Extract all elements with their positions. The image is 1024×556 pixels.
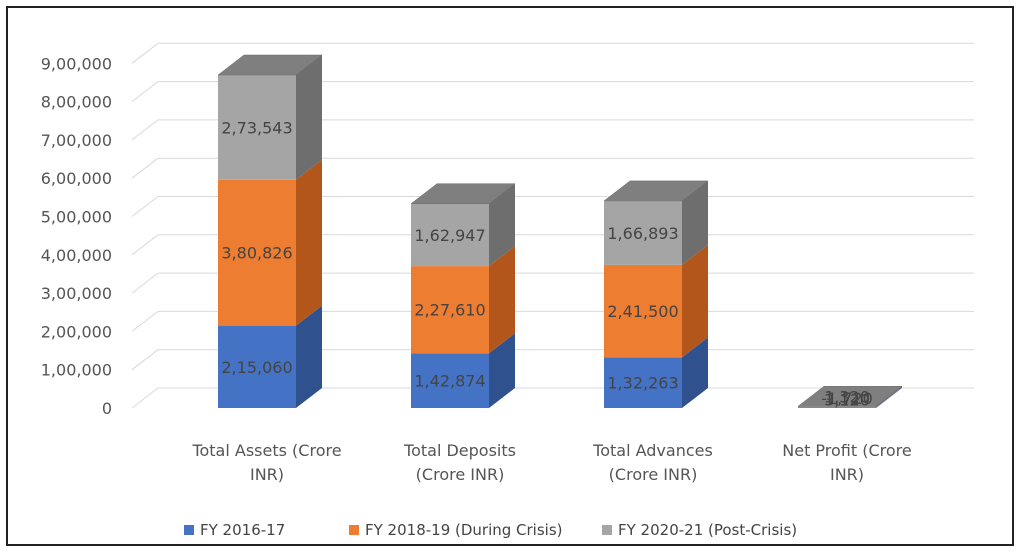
bar-side [296, 305, 322, 408]
bar-side [489, 183, 515, 267]
bar-side [489, 246, 515, 354]
y-tick-label: 1,00,000 [41, 361, 112, 380]
bar-segment [411, 353, 489, 408]
legend-label: FY 2020-21 (Post-Crisis) [618, 521, 797, 539]
gridline-depth [131, 119, 159, 141]
data-label: 1,62,947 [414, 226, 485, 245]
gridline-depth [131, 349, 159, 371]
category-label: (Crore INR) [416, 465, 505, 484]
y-tick-label: 9,00,000 [41, 54, 112, 73]
y-tick-label: 2,00,000 [41, 322, 112, 341]
bars [217, 54, 903, 408]
chart-frame: 0 1,00,000 2,00,000 3,00,000 4,00,000 5,00,00… [6, 6, 1014, 546]
data-label: 2,27,610 [414, 301, 485, 320]
legend-label: FY 2016-17 [200, 521, 285, 539]
data-label: 1,32,263 [607, 374, 678, 393]
bar-top [603, 180, 709, 202]
bar-top [217, 54, 323, 76]
bar-top [797, 386, 903, 407]
y-tick-label: 7,00,000 [41, 131, 112, 150]
bar-side [296, 55, 322, 180]
bar-side [682, 337, 708, 408]
bar-side [296, 159, 322, 326]
data-label: 2,15,060 [221, 358, 292, 377]
data-labels: 2,15,060 3,80,826 2,73,543 1,42,874 2,27,610… [221, 118, 872, 409]
bar-segment [798, 407, 876, 408]
category-label: Total Assets (Crore [191, 441, 341, 460]
gridline-depth [131, 196, 159, 217]
bar-segment [604, 357, 682, 408]
gridline-depth [131, 272, 159, 294]
y-tick-label: 5,00,000 [41, 208, 112, 227]
category-label: Net Profit (Crore [782, 441, 912, 460]
legend-label: FY 2018-19 (During Crisis) [365, 521, 563, 539]
legend-swatch [602, 525, 612, 535]
data-label: -1,720 [821, 389, 873, 408]
bar-side [682, 244, 708, 358]
bar-segment [218, 75, 296, 180]
y-tick-label: 4,00,000 [41, 246, 112, 265]
category-label: Total Advances [592, 441, 713, 460]
gridline-depth [131, 81, 159, 102]
legend: FY 2016-17 FY 2018-19 (During Crisis) FY 2… [184, 521, 797, 539]
category-label: Total Deposits [403, 441, 516, 460]
x-axis-categories: Total Assets (Crore INR) Total Deposits (Cr… [191, 441, 911, 484]
gridline-depth [131, 234, 159, 256]
data-label: 1,42,874 [414, 372, 485, 391]
data-label: 3,120 [824, 390, 870, 409]
y-tick-label: 3,00,000 [41, 284, 112, 303]
bar-side [489, 333, 515, 408]
bar-segment [218, 325, 296, 408]
data-label: 1,66,893 [607, 224, 678, 243]
data-label: 3,80,826 [221, 244, 292, 263]
bar-side [876, 387, 902, 408]
bar-segment [604, 264, 682, 358]
legend-swatch [184, 525, 194, 535]
legend-swatch [349, 525, 359, 535]
category-label: (Crore INR) [609, 465, 698, 484]
bar-segment [798, 406, 876, 408]
bar-segment [411, 266, 489, 354]
gridline-depth [131, 311, 159, 332]
chart: 0 1,00,000 2,00,000 3,00,000 4,00,000 5,00,00… [41, 42, 974, 539]
data-label: 1,320 [824, 387, 870, 406]
bar-segment [218, 179, 296, 326]
gridline-depth [131, 387, 159, 409]
data-label: 2,73,543 [221, 118, 292, 137]
y-tick-label: 0 [102, 399, 112, 418]
category-label: INR) [250, 465, 284, 484]
y-tick-label: 6,00,000 [41, 169, 112, 188]
bar-segment [411, 203, 489, 267]
category-label: INR) [830, 465, 864, 484]
bar-side [682, 180, 708, 265]
data-label: 2,41,500 [607, 302, 678, 321]
gridline-depth [131, 157, 159, 179]
y-axis-ticks: 0 1,00,000 2,00,000 3,00,000 4,00,000 5,00,00… [41, 54, 112, 418]
bar-top [410, 183, 516, 204]
gridline-depth [131, 42, 159, 64]
y-tick-label: 8,00,000 [41, 93, 112, 112]
bar-segment [604, 200, 682, 265]
